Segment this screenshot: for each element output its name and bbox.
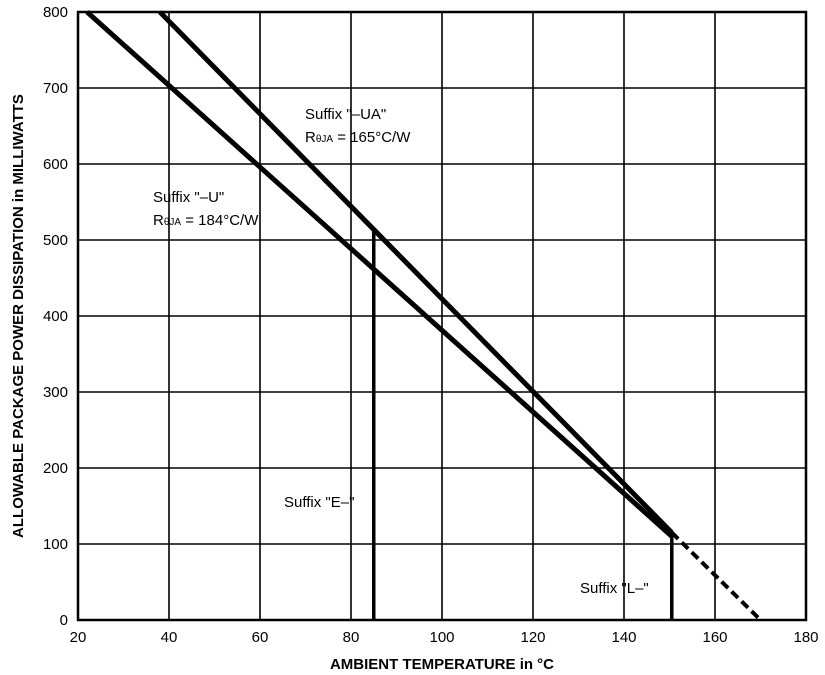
data-lines	[85, 10, 762, 622]
series-line-1	[85, 10, 674, 539]
y-axis-title: ALLOWABLE PACKAGE POWER DISSIPATION in M…	[10, 94, 27, 538]
x-tick-label: 40	[161, 629, 178, 646]
series-line-3	[670, 531, 762, 622]
y-tick-label: 700	[43, 80, 68, 97]
annotation-u-resistance: RθJA = 184°C/W	[153, 212, 259, 229]
annotation-ua-resistance: RθJA = 165°C/W	[305, 129, 411, 146]
y-tick-label: 100	[43, 536, 68, 553]
y-tick-label: 600	[43, 156, 68, 173]
y-tick-label: 400	[43, 308, 68, 325]
x-tick-label: 60	[252, 629, 269, 646]
annotation-u-subscript: θJA	[164, 217, 182, 228]
y-tick-label: 800	[43, 4, 68, 21]
y-tick-label: 0	[60, 612, 68, 629]
grid	[78, 12, 806, 620]
annotation-l-label: Suffix "L–"	[580, 580, 649, 597]
x-tick-label: 120	[520, 629, 545, 646]
x-tick-label: 100	[429, 629, 454, 646]
x-tick-label: 80	[343, 629, 360, 646]
annotation-ua-subscript: θJA	[316, 134, 334, 145]
tick-labels: 20 40 60 80 100 120 140 160 180 0 100 200 300 400 500 6…	[43, 4, 819, 646]
x-tick-label: 160	[702, 629, 727, 646]
x-tick-label: 20	[70, 629, 87, 646]
annotation-e-label: Suffix "E–"	[284, 494, 354, 511]
annotation-u-value: = 184°C/W	[181, 212, 259, 229]
x-tick-label: 180	[793, 629, 818, 646]
annotation-u-r: R	[153, 212, 164, 229]
plot-frame	[76, 10, 808, 622]
annotation-ua-value: = 165°C/W	[333, 129, 411, 146]
y-tick-label: 500	[43, 232, 68, 249]
y-tick-label: 200	[43, 460, 68, 477]
series-line-2	[158, 10, 674, 535]
annotation-ua-title: Suffix "–UA"	[305, 106, 386, 123]
y-tick-label: 300	[43, 384, 68, 401]
annotation-ua-r: R	[305, 129, 316, 146]
x-axis-title: AMBIENT TEMPERATURE in °C	[330, 656, 554, 673]
x-tick-label: 140	[611, 629, 636, 646]
annotation-u-title: Suffix "–U"	[153, 189, 224, 206]
